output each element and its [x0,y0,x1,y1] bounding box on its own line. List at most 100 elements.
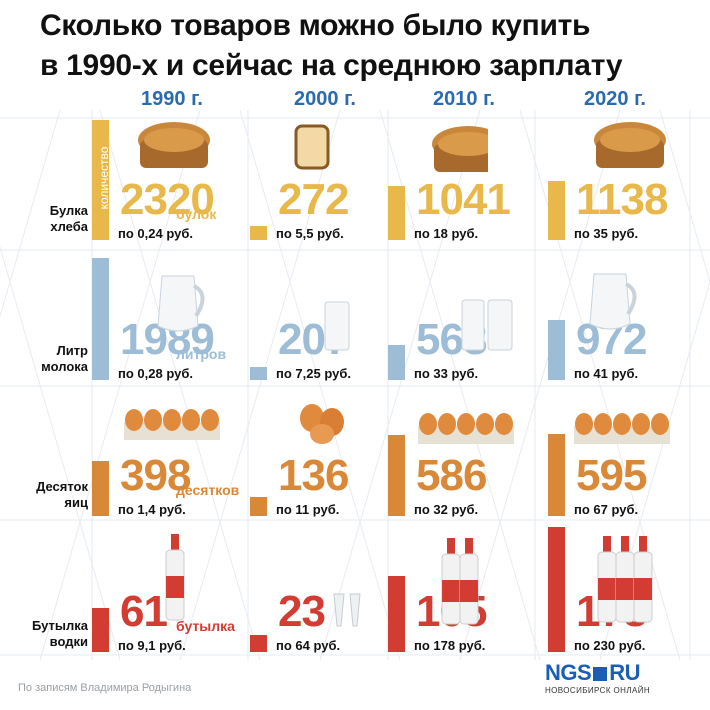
row-label-line: Бутылка [31,618,88,633]
grid-line [379,109,541,661]
quantity-label-bar: количество [96,118,112,238]
price-label-bread-2: по 18 руб. [414,226,479,241]
grid-line [319,109,481,661]
milk-jug-icon-2020 [589,273,637,330]
vodka-shotglasses-icon-2000 [333,593,361,627]
milk-glasses-icon-2010 [461,299,513,351]
price-label-vodka-2: по 178 руб. [414,638,486,653]
row-label-line: водки [49,634,88,649]
bar-vodka-3 [548,527,565,652]
logo-right: RU [609,660,640,685]
vodka-bottle-icon-1990 [165,534,185,621]
price-label-bread-3: по 35 руб. [574,226,639,241]
grid-line [99,109,261,661]
value-label-eggs-0: 398 [120,451,191,500]
milk-jug-icon-1990 [157,275,205,332]
bar-bread-3 [548,181,565,240]
grid-line [659,109,710,284]
unit-label-eggs: десятков [176,482,240,498]
row-label-line: молока [41,359,88,374]
year-label-2: 2010 г. [433,88,495,110]
ngs-logo: NGS RU НОВОСИБИРСК ОНЛАЙН [545,660,695,700]
bar-eggs-1 [250,497,267,516]
bar-vodka-1 [250,635,267,652]
unit-label-milk: литров [176,346,227,362]
row-label-0: Булка хлеба [0,203,88,235]
row-label-1: Литр молока [0,343,88,375]
bar-eggs-2 [388,435,405,516]
price-label-bread-0: по 0,24 руб. [118,226,193,241]
grid-line [519,109,681,661]
eggs-icon-2000 [300,404,344,444]
logo-square-icon [593,667,608,682]
vodka-bottles-icon-2020 [597,536,653,623]
price-label-eggs-2: по 32 руб. [414,502,479,517]
row-label-3: Бутылка водки [0,618,88,650]
unit-label-bread: булок [176,206,217,222]
unit-label-vodka: бутылка [176,618,235,634]
vodka-bottles-icon-2010 [441,538,479,625]
year-label-3: 2020 г. [584,88,646,110]
value-label-bread-0: 2320 [120,175,215,224]
milk-glass-icon-2000 [324,301,350,351]
source-note: По записям Владимира Родыгина [18,682,192,694]
grid-line [39,109,201,661]
bar-bread-2 [388,186,405,240]
bar-milk-3 [548,320,565,380]
price-label-milk-2: по 33 руб. [414,366,479,381]
price-label-vodka-3: по 230 руб. [574,638,646,653]
value-label-vodka-0: 61 [120,587,168,636]
value-label-eggs-2: 586 [416,451,487,500]
logo-wordmark: NGS RU [545,660,695,686]
price-label-milk-3: по 41 руб. [574,366,639,381]
bar-milk-2 [388,345,405,380]
bar-vodka-0 [92,608,109,652]
price-label-eggs-1: по 11 руб. [276,502,340,517]
value-label-bread-3: 1138 [576,175,668,224]
bar-bread-0 [92,120,109,240]
bread-icon-2020 [594,122,666,168]
grid-line [239,109,401,661]
bar-milk-1 [250,367,267,380]
logo-subtitle: НОВОСИБИРСК ОНЛАЙН [545,686,651,695]
value-label-eggs-3: 595 [576,451,647,500]
grid-line [0,109,61,319]
bar-vodka-2 [388,576,405,652]
eggs-carton-icon-1990 [124,409,220,440]
quantity-label: количество [97,146,111,210]
price-label-eggs-3: по 67 руб. [574,502,639,517]
bar-bread-1 [250,226,267,240]
row-label-line: Десяток [36,479,88,494]
eggs-carton-icon-2010 [418,413,514,444]
year-label-0: 1990 г. [141,88,203,110]
grid-line [459,109,621,661]
title-line-2: в 1990-х и сейчас на среднюю зарплату [40,49,623,82]
price-label-milk-0: по 0,28 руб. [118,366,193,381]
row-label-line: Литр [56,343,88,358]
price-label-eggs-0: по 1,4 руб. [118,502,186,517]
row-label-line: хлеба [50,219,88,234]
bread-icon-2010 [432,126,488,172]
price-label-bread-1: по 5,5 руб. [276,226,344,241]
grid-line [0,245,121,661]
logo-left: NGS [545,660,592,685]
year-label-1: 2000 г. [294,88,356,110]
page-title: Сколько товаров можно было купить в 1990… [40,6,680,86]
value-label-eggs-1: 136 [278,451,349,500]
bar-eggs-0 [92,461,109,516]
value-label-bread-1: 272 [278,175,349,224]
bar-eggs-3 [548,434,565,516]
row-label-line: Булка [49,203,88,218]
eggs-carton-icon-2020 [574,413,670,444]
row-label-2: Десяток яиц [0,479,88,511]
price-label-vodka-1: по 64 руб. [276,638,341,653]
row-label-line: яиц [64,495,88,510]
title-line-1: Сколько товаров можно было купить [40,9,591,42]
value-label-vodka-1: 23 [278,587,326,636]
price-label-vodka-0: по 9,1 руб. [118,638,186,653]
bar-milk-0 [92,258,109,380]
bread-icon-1990 [138,122,210,168]
value-label-bread-2: 1041 [416,175,511,224]
grid-line [179,109,341,661]
bread-icon-2000 [294,124,330,170]
